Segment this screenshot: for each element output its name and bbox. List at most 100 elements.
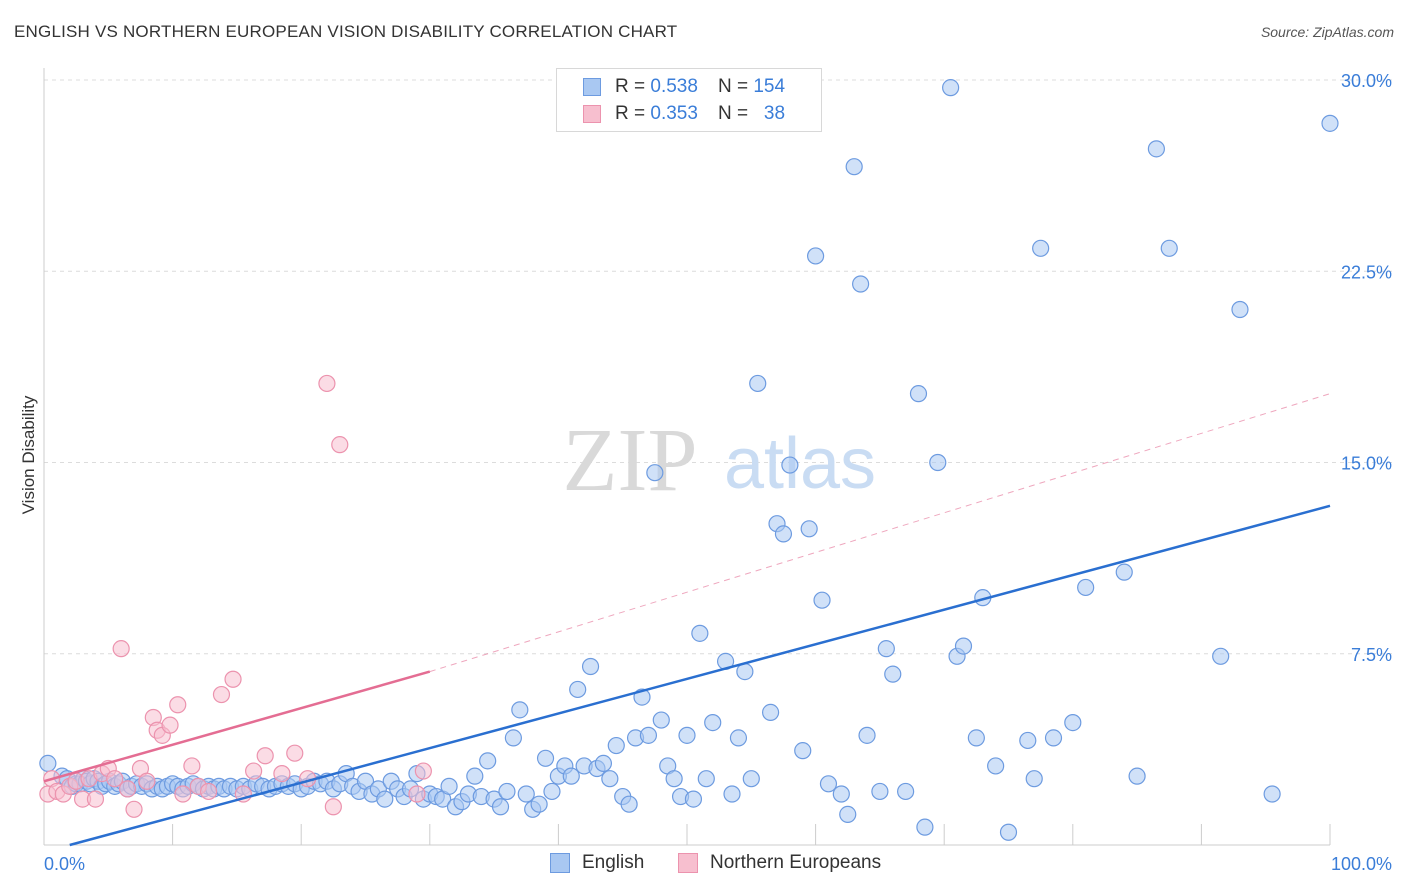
bottom-legend-english: English [550, 852, 644, 874]
point-northern-europeans [256, 747, 274, 765]
point-english [646, 464, 664, 482]
point-english [1032, 239, 1050, 257]
x-tick-label: 0.0% [44, 854, 85, 874]
point-northern-europeans [331, 436, 349, 454]
point-english [697, 770, 715, 788]
bottom-legend-swatch-northern-europeans [678, 853, 698, 873]
trend-line-northern-europeans [43, 670, 431, 783]
point-english [607, 736, 625, 755]
point-northern-europeans [106, 770, 124, 788]
point-english [491, 798, 510, 816]
legend-swatch-english [583, 78, 601, 96]
point-english [916, 818, 934, 836]
point-english [639, 726, 658, 744]
y-tick-label: 15.0% [1341, 454, 1392, 474]
legend-swatch-northern-europeans [583, 105, 601, 123]
point-english [1128, 767, 1146, 785]
point-northern-europeans [118, 780, 137, 798]
point-english [652, 711, 670, 729]
point-english [376, 790, 394, 808]
point-english [1263, 785, 1281, 803]
point-english [466, 767, 484, 785]
point-english [504, 729, 522, 747]
legend-n-value: 154 [753, 76, 786, 97]
legend-row-english: R = 0.538 N = 154 [583, 74, 785, 100]
point-english [999, 823, 1018, 841]
chart-title: ENGLISH VS NORTHERN EUROPEAN VISION DISA… [14, 22, 678, 41]
point-english [1160, 239, 1178, 257]
point-english [684, 790, 703, 808]
point-english [440, 777, 458, 795]
point-english [909, 385, 928, 403]
point-northern-europeans [408, 785, 426, 803]
point-english [536, 749, 555, 767]
axes [43, 68, 1331, 846]
point-english [942, 79, 960, 97]
point-northern-europeans [169, 696, 187, 714]
watermark-zip: ZIP [563, 411, 698, 510]
trend-line-english [69, 504, 1331, 847]
point-english [871, 782, 889, 801]
bottom-legend-northern-europeans: Northern Europeans [678, 852, 881, 874]
point-northern-europeans [125, 800, 143, 818]
point-english [806, 247, 825, 265]
point-english [723, 785, 741, 803]
x-tick-label: 100.0% [1331, 854, 1392, 874]
trend-line-extension-northern-europeans [429, 393, 1331, 673]
point-english [839, 805, 857, 824]
data-points [39, 79, 1339, 841]
point-english [1025, 770, 1043, 788]
legend-r-label: R = [615, 103, 646, 124]
point-english [929, 453, 947, 472]
point-northern-europeans [224, 670, 242, 688]
point-english [819, 775, 838, 793]
legend-n-label: N = [717, 103, 749, 124]
tick-labels: 7.5% 15.0% 22.5% 30.0% 0.0% 100.0% [44, 71, 1392, 874]
bottom-legend-label-english: English [582, 852, 645, 873]
point-english [1115, 563, 1133, 581]
point-english [1212, 647, 1230, 665]
legend-n-value: 38 [763, 103, 786, 124]
point-english [877, 640, 895, 658]
point-english [1019, 731, 1037, 750]
point-english [794, 742, 812, 760]
watermark: ZIP atlas [563, 411, 877, 510]
point-english [987, 757, 1005, 775]
point-english [729, 729, 748, 747]
point-english [594, 754, 613, 773]
point-english [858, 726, 876, 744]
point-english [1064, 713, 1082, 732]
point-english [665, 770, 683, 788]
point-english [1077, 578, 1095, 597]
point-english [511, 701, 529, 719]
point-english [581, 657, 600, 676]
y-tick-label: 7.5% [1351, 645, 1392, 665]
point-english [884, 665, 902, 683]
point-northern-europeans [86, 790, 105, 808]
point-english [852, 275, 870, 293]
point-english [749, 374, 767, 393]
point-english [897, 782, 915, 801]
point-english [1321, 114, 1339, 132]
point-northern-europeans [174, 785, 192, 803]
point-english [1044, 729, 1063, 747]
point-northern-europeans [212, 685, 231, 704]
watermark-atlas: atlas [724, 424, 876, 504]
y-tick-label: 22.5% [1341, 262, 1392, 282]
point-northern-europeans [414, 762, 432, 780]
point-english [601, 770, 619, 788]
point-english [845, 158, 863, 176]
point-northern-europeans [138, 772, 156, 790]
source-label: Source: ZipAtlas.com [1260, 24, 1394, 40]
point-english [530, 795, 548, 813]
point-english [742, 770, 760, 788]
stats-legend: R = 0.538 N = 154 R = 0.353 N = 38 [556, 68, 822, 132]
legend-r-value: 0.538 [650, 76, 698, 97]
point-english [761, 703, 780, 722]
legend-n-label: N = [717, 76, 749, 97]
point-english [498, 782, 516, 801]
legend-r-value: 0.353 [650, 103, 698, 124]
bottom-legend-label-northern-europeans: Northern Europeans [710, 852, 882, 873]
point-english [543, 782, 561, 801]
